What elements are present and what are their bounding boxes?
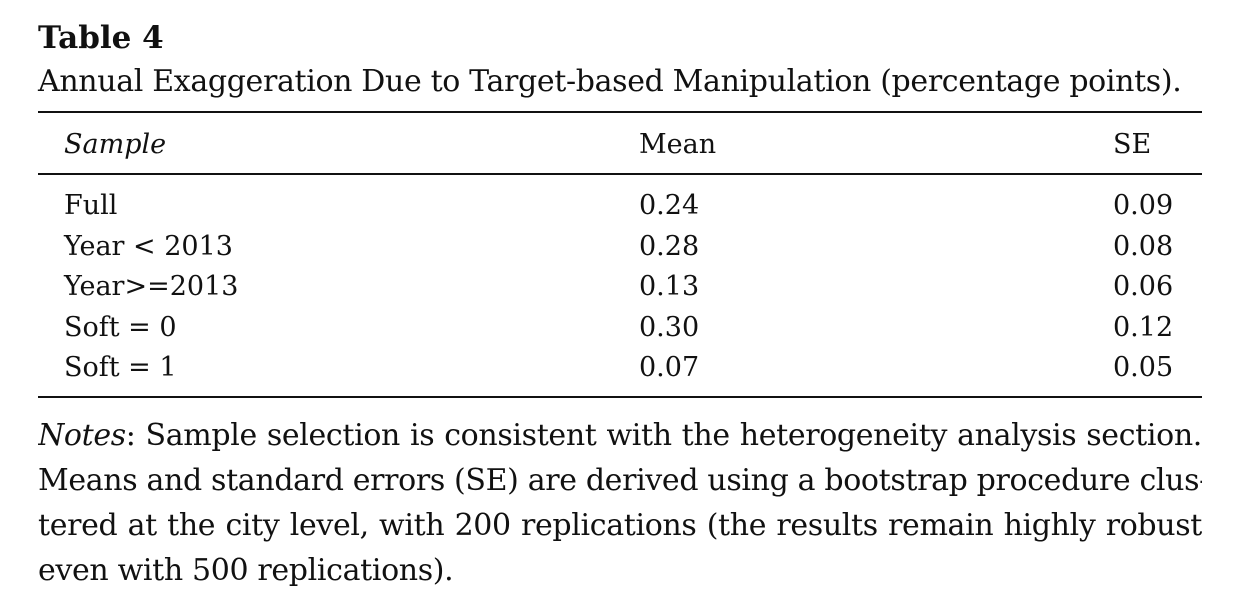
table-figure: Table 4 Annual Exaggeration Due to Targe… bbox=[38, 0, 1202, 608]
table-cell-mean: 0.13 bbox=[639, 271, 700, 302]
column-header-sample: Sample bbox=[64, 129, 167, 160]
table-cell-sample: Year < 2013 bbox=[64, 231, 233, 262]
table-notes: Notes: Sample selection is consistent wi… bbox=[38, 413, 1202, 593]
column-header-mean: Mean bbox=[639, 129, 717, 160]
table-cell-sample: Soft = 1 bbox=[64, 352, 177, 383]
notes-text: : Sample selection is consistent with th… bbox=[125, 418, 1202, 453]
notes-line: even with 500 replications). bbox=[38, 553, 454, 588]
column-header-se: SE bbox=[1113, 129, 1152, 160]
table-cell-mean: 0.28 bbox=[639, 231, 700, 262]
table-cell-mean: 0.30 bbox=[639, 312, 700, 343]
notes-line: Means and standard errors (SE) are deriv… bbox=[38, 463, 1202, 498]
notes-label: Notes bbox=[38, 418, 126, 453]
table-cell-se: 0.08 bbox=[1113, 231, 1174, 262]
table-cell-se: 0.05 bbox=[1113, 352, 1174, 383]
table-cell-sample: Full bbox=[64, 190, 118, 221]
table-top-rule bbox=[38, 111, 1202, 113]
table-label: Table 4 bbox=[38, 20, 164, 56]
notes-line: tered at the city level, with 200 replic… bbox=[38, 508, 1202, 543]
table-cell-se: 0.06 bbox=[1113, 271, 1174, 302]
table-header-rule bbox=[38, 173, 1202, 175]
table-cell-sample: Year>=2013 bbox=[64, 271, 239, 302]
table-cell-sample: Soft = 0 bbox=[64, 312, 177, 343]
table-bottom-rule bbox=[38, 396, 1202, 398]
table-cell-se: 0.09 bbox=[1113, 190, 1174, 221]
table-cell-mean: 0.07 bbox=[639, 352, 700, 383]
table-cell-mean: 0.24 bbox=[639, 190, 700, 221]
table-caption: Annual Exaggeration Due to Target-based … bbox=[38, 64, 1182, 99]
table-cell-se: 0.12 bbox=[1113, 312, 1174, 343]
notes-line: Notes: Sample selection is consistent wi… bbox=[38, 413, 1202, 458]
